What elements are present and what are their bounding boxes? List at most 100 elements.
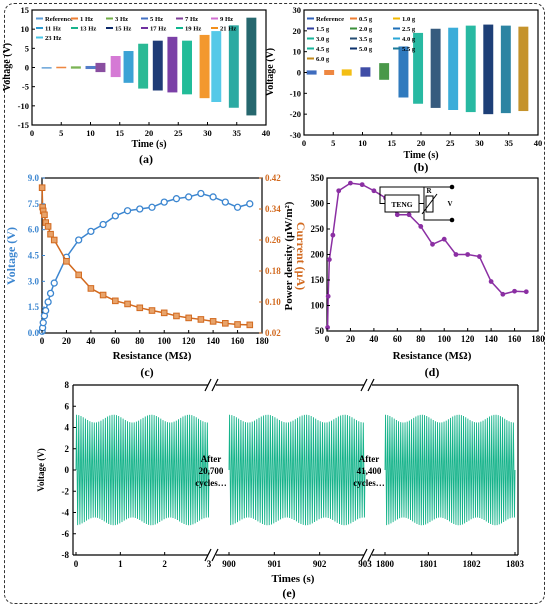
- b-legend-label: 1.5 g: [316, 26, 330, 33]
- b-bar-8: [448, 27, 459, 110]
- panel-c-voltage-point: [44, 298, 52, 306]
- b-xtick-label: 15: [388, 138, 397, 148]
- b-legend-label: 2.0 g: [359, 26, 373, 33]
- a-bar-7: [138, 43, 149, 89]
- figure-border: [4, 3, 545, 604]
- panel-d-xtick-label: 180: [531, 334, 545, 344]
- panel-e-xtick-label: 0: [74, 559, 79, 569]
- b-legend-label: 4.5 g: [316, 46, 330, 53]
- panel-c-voltage-point: [185, 193, 193, 201]
- annotation-2-line3: cycles…: [353, 478, 385, 488]
- panel-a-legend: Reference 1 Hz 3 Hz 5 Hz 7 Hz 9 Hz 11 Hz 13 Hz 1…: [36, 16, 236, 42]
- panel-e-ytick-label: -2: [62, 486, 70, 496]
- panel-d-point: [441, 236, 447, 242]
- panel-c-voltage-point: [39, 319, 47, 327]
- a-legend-label: 17 Hz: [150, 26, 166, 33]
- panel-a-label: (a): [139, 152, 153, 166]
- b-ytick-label: 20: [293, 26, 302, 36]
- b-bar-0: [306, 70, 317, 75]
- annotation-2-line2: 41,400: [357, 466, 382, 476]
- b-bar-6: [413, 32, 424, 104]
- a-ytick-label: 15: [21, 5, 30, 15]
- b-bar-11: [500, 25, 511, 114]
- panel-a-bars: [41, 17, 257, 116]
- panel-d-point: [394, 212, 400, 218]
- panel-d-xtick-label: 80: [416, 334, 426, 344]
- a-legend-label: 7 Hz: [185, 16, 198, 23]
- b-ytick-label: 10: [293, 47, 302, 57]
- a-ytick-label: 0: [25, 63, 29, 73]
- panel-d-point: [476, 254, 482, 259]
- panel-c-ytick-left-label: 3.0: [28, 276, 40, 286]
- panel-c-ytick-left-label: 1.5: [28, 302, 40, 312]
- panel-d-xtick-label: 60: [393, 334, 403, 344]
- panel-d-point: [500, 291, 506, 297]
- b-xtick-label: 20: [417, 138, 426, 148]
- panel-c-xtick-label: 40: [86, 336, 96, 346]
- panel-d-xtick-label: 140: [484, 334, 498, 344]
- panel-c-ytick-left-label: 4.5: [28, 251, 40, 261]
- panel-c-xtick-label: 140: [206, 336, 220, 346]
- panel-c-xtick-label: 0: [40, 336, 45, 346]
- panel-c-current-point: [234, 321, 241, 328]
- panel-c-ytick-right-label: 0.02: [265, 328, 281, 338]
- panel-c-xtick-label: 80: [135, 336, 145, 346]
- panel-c-voltage-point: [46, 289, 55, 298]
- a-legend-label: 5 Hz: [150, 16, 163, 23]
- panel-e-xtick-label: 2: [162, 559, 167, 569]
- panel-c-voltage-point: [87, 227, 95, 236]
- panel-c-ticks: 0 20 40 60 80 100 120 140 160 180 0.0 1.5 3.0 4.5 6.0 7…: [28, 173, 282, 346]
- panel-d-point: [453, 252, 459, 257]
- axis-break-2: [360, 548, 375, 562]
- b-bar-9: [465, 25, 476, 113]
- panel-c-ytick-right-label: 0.10: [265, 297, 281, 307]
- a-bar-12: [211, 31, 222, 102]
- b-xtick-label: 40: [534, 138, 543, 148]
- b-bar-2: [341, 69, 352, 76]
- panel-b-ticks: 0 5 10 15 20 25 30 35 40 -30 -20 -10 0 10 20 30: [290, 5, 543, 148]
- panel-d-point: [348, 180, 353, 186]
- panel-d-point: [325, 293, 331, 299]
- panel-e-xtick-label: 1: [118, 559, 123, 569]
- panel-d-point: [336, 188, 342, 194]
- panel-c-current-point: [197, 316, 205, 323]
- panel-c-xtick-label: 160: [231, 336, 245, 346]
- b-ytick-label: -30: [290, 130, 301, 140]
- terminal-bottom: [449, 217, 455, 223]
- panel-c-xlabel: Resistance (MΩ): [113, 350, 192, 362]
- panel-b: 0 5 10 15 20 25 30 35 40 -30 -20 -10 0 10 20 30 Referen…: [265, 5, 542, 174]
- panel-c-xtick-label: 60: [111, 336, 121, 346]
- a-bar-3: [85, 65, 96, 70]
- panel-c-current-point: [136, 304, 144, 312]
- panel-e-ytick-label: 2: [65, 444, 70, 454]
- panel-b-legend: Reference 0.5 g 1.0 g 1.5 g 2.0 g 2.5 g 3.0 g 3…: [307, 16, 416, 63]
- panel-a: 0 5 10 15 20 25 30 35 40 -15 -10 -5 0 5 10 15 Reference…: [2, 5, 270, 166]
- panel-d-label: (d): [425, 365, 440, 379]
- panel-e-xtick-label: 900: [222, 559, 236, 569]
- panel-d-point: [359, 182, 365, 188]
- b-legend-label: Reference: [316, 16, 344, 23]
- b-bar-5: [398, 46, 409, 98]
- panel-c-current-point: [38, 184, 46, 191]
- a-legend-label: 15 Hz: [115, 26, 131, 33]
- a-ytick-label: -10: [18, 101, 29, 111]
- a-bar-0: [41, 67, 52, 69]
- panel-e-xtick-label: 901: [268, 559, 282, 569]
- b-ytick-label: 0: [297, 68, 301, 78]
- panel-c-voltage-point: [160, 198, 168, 206]
- a-ytick-label: 5: [25, 43, 29, 53]
- a-ytick-label: -15: [18, 120, 29, 130]
- panel-d: 0 20 40 60 80 100 120 140 160 180 50 100 150 200 250 30…: [283, 173, 545, 379]
- panel-c-voltage-point: [148, 203, 156, 211]
- panel-d-point: [406, 212, 412, 218]
- panel-c-ytick-left-label: 7.5: [28, 199, 40, 209]
- a-bar-5: [110, 56, 121, 78]
- annotation-1-line1: After: [201, 454, 221, 464]
- panel-c-voltage-point: [197, 189, 205, 198]
- b-legend-label: 3.5 g: [359, 36, 373, 43]
- panel-c-current-point: [185, 314, 192, 322]
- panel-c-current-point: [222, 320, 229, 327]
- b-legend-label: 4.0 g: [402, 36, 416, 43]
- panel-c-plot: [38, 184, 254, 335]
- panel-c-ytick-left-label: 9.0: [28, 173, 40, 183]
